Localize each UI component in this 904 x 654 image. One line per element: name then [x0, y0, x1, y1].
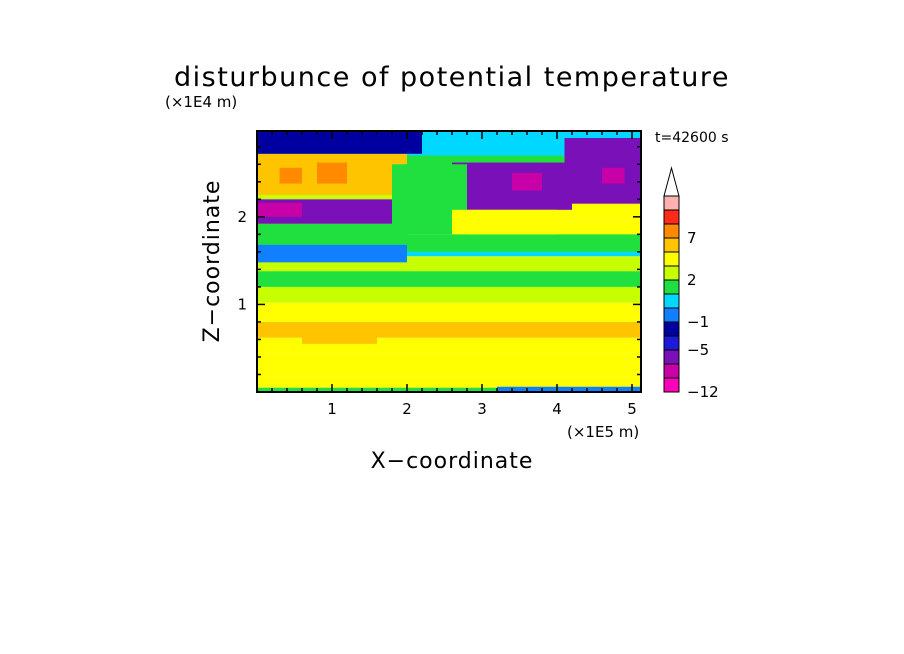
x-unit-label: (×1E5 m) [567, 423, 639, 441]
colorbar-swatch [663, 377, 680, 393]
chart-title: disturbunce of potential temperature [174, 62, 730, 93]
colorbar-extend-arrow [663, 166, 680, 197]
y-axis-label: Z−coordinate [200, 180, 225, 343]
heatmap-band [257, 271, 641, 287]
heatmap-feature [512, 173, 542, 191]
colorbar-label: 7 [687, 229, 697, 247]
colorbar-label: −1 [687, 313, 709, 331]
heatmap-feature [279, 167, 302, 184]
y-unit-label: (×1E4 m) [165, 93, 237, 111]
colorbar-swatch [663, 195, 680, 211]
heatmap-feature [317, 162, 347, 184]
heatmap-feature [257, 244, 407, 263]
heatmap-band [257, 302, 641, 322]
colorbar-label: −12 [687, 383, 719, 401]
colorbar-label: −5 [687, 341, 709, 359]
x-tick-label: 4 [552, 400, 562, 418]
heatmap-band [257, 286, 641, 303]
heatmap-feature [257, 131, 422, 154]
heatmap-feature [302, 326, 377, 344]
colorbar-swatch [663, 321, 680, 337]
x-tick-label: 5 [627, 400, 637, 418]
heatmap-band [257, 352, 641, 377]
x-axis-ticks: 1 2 3 4 5 [271, 131, 637, 418]
colorbar-swatch [663, 279, 680, 295]
heatmap-feature [257, 202, 302, 217]
heatmap-band [257, 387, 641, 392]
heatmap-feature [407, 234, 641, 252]
plot-frame [256, 130, 642, 393]
heatmap-feature [257, 223, 407, 245]
colorbar-swatch [663, 237, 680, 253]
time-label: t=42600 s [655, 130, 729, 146]
colorbar-swatch [663, 209, 680, 225]
colorbar-swatch [663, 223, 680, 239]
colorbar-swatch [663, 349, 680, 365]
heatmap-feature [602, 167, 625, 184]
colorbar-swatch [663, 335, 680, 351]
y-tick-label: 2 [237, 208, 247, 226]
colorbar-swatch [663, 293, 680, 309]
colorbar-swatch [663, 363, 680, 379]
heatmap-feature [452, 209, 557, 235]
colorbar-label: 2 [687, 271, 697, 289]
y-tick-label: 1 [237, 295, 247, 313]
colorbar-swatch [663, 307, 680, 323]
x-tick-label: 2 [402, 400, 412, 418]
x-axis-label: X−coordinate [371, 449, 534, 474]
x-tick-label: 3 [477, 400, 487, 418]
colorbar: −12−5−127 [663, 166, 719, 401]
heatmap-feature [497, 386, 641, 392]
y-axis-ticks: 12 [237, 146, 641, 376]
colorbar-swatch [663, 265, 680, 281]
x-tick-label: 1 [327, 400, 337, 418]
heatmap-band [257, 376, 641, 388]
heatmap-cells [257, 131, 641, 392]
colorbar-swatch [663, 251, 680, 267]
